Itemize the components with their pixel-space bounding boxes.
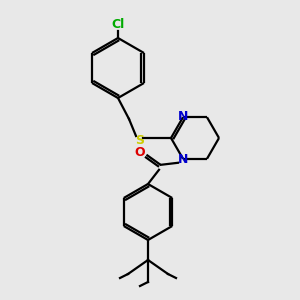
Text: N: N xyxy=(178,110,188,123)
Text: N: N xyxy=(178,153,188,166)
Text: Cl: Cl xyxy=(111,19,124,32)
Text: S: S xyxy=(136,134,145,146)
Text: O: O xyxy=(135,146,145,159)
